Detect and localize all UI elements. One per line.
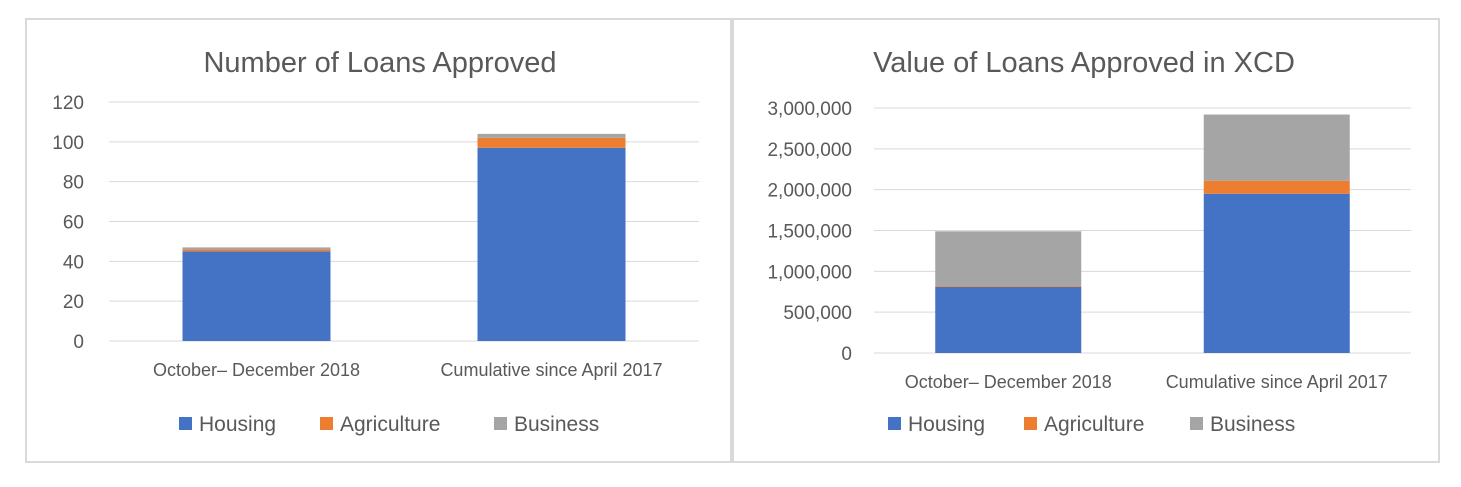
y-tick-label: 3,000,000 <box>767 99 852 120</box>
x-category-label: October– December 2018 <box>153 360 360 380</box>
bar-housing <box>477 147 626 341</box>
y-tick-label: 120 <box>52 93 84 114</box>
loan-value-chart: Value of Loans Approved in XCD 0 500,000 1… <box>767 47 1411 436</box>
y-tick-label: 0 <box>73 332 84 353</box>
chart-panel-loan-count: Number of Loans Approved 0 20 40 60 80 100 120… <box>25 18 732 463</box>
y-tick-label: 80 <box>63 173 84 194</box>
legend-swatch-business <box>494 417 507 430</box>
y-tick-label: 60 <box>63 213 84 234</box>
x-category-label: October– December 2018 <box>905 372 1112 392</box>
bar-agriculture <box>477 137 626 148</box>
legend-label: Business <box>1210 413 1295 436</box>
x-category-label: Cumulative since April 2017 <box>440 360 662 380</box>
bar-agriculture <box>935 286 1082 287</box>
y-tick-label: 1,500,000 <box>767 222 852 243</box>
y-tick-label: 2,000,000 <box>767 181 852 202</box>
bar-business <box>182 247 331 250</box>
loan-count-chart: Number of Loans Approved 0 20 40 60 80 100 120… <box>52 47 699 436</box>
legend-swatch-business <box>1190 417 1203 430</box>
y-tick-label: 20 <box>63 292 84 313</box>
legend-label: Agriculture <box>340 413 440 436</box>
y-tick-label: 0 <box>841 344 852 365</box>
y-tick-label: 40 <box>63 252 84 273</box>
chart-title: Number of Loans Approved <box>203 47 556 79</box>
bar-agriculture <box>182 249 331 252</box>
legend-label: Agriculture <box>1044 413 1144 436</box>
y-tick-label: 500,000 <box>783 303 852 324</box>
y-tick-label: 2,500,000 <box>767 140 852 161</box>
bar-business <box>935 231 1082 287</box>
legend-swatch-housing <box>888 417 901 430</box>
legend-label: Housing <box>908 413 985 436</box>
y-tick-label: 100 <box>52 133 84 154</box>
bar-agriculture <box>1203 180 1350 194</box>
legend-label: Business <box>514 413 599 436</box>
bar-housing <box>935 286 1082 353</box>
y-tick-label: 1,000,000 <box>767 262 852 283</box>
chart-panel-loan-value: Value of Loans Approved in XCD 0 500,000 1… <box>732 18 1440 463</box>
bar-housing <box>1203 193 1350 353</box>
bar-business <box>1203 114 1350 181</box>
legend-swatch-agriculture <box>1024 417 1037 430</box>
legend-swatch-housing <box>179 417 192 430</box>
bar-business <box>477 133 626 138</box>
legend-swatch-agriculture <box>320 417 333 430</box>
bar-housing <box>182 251 331 341</box>
chart-title: Value of Loans Approved in XCD <box>873 47 1295 79</box>
x-category-label: Cumulative since April 2017 <box>1166 372 1388 392</box>
legend-label: Housing <box>199 413 276 436</box>
